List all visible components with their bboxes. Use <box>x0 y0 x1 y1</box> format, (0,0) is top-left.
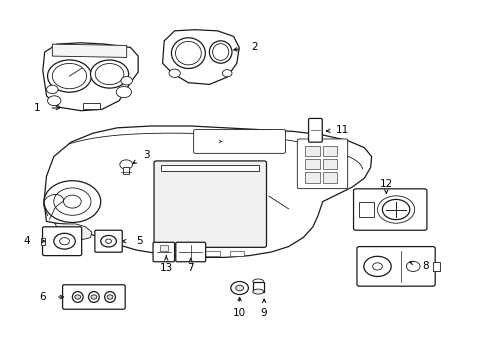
Circle shape <box>63 195 81 208</box>
Bar <box>229 251 244 256</box>
FancyBboxPatch shape <box>356 247 434 286</box>
Bar <box>160 245 167 251</box>
Text: 8: 8 <box>421 261 428 271</box>
Ellipse shape <box>72 292 83 302</box>
Ellipse shape <box>212 44 228 60</box>
Circle shape <box>363 256 390 276</box>
FancyBboxPatch shape <box>62 285 125 309</box>
FancyBboxPatch shape <box>353 189 426 230</box>
Bar <box>322 172 337 183</box>
Text: 9: 9 <box>260 308 267 318</box>
Text: 10: 10 <box>233 308 245 318</box>
Text: 2: 2 <box>250 42 257 52</box>
Circle shape <box>47 96 61 105</box>
Ellipse shape <box>209 41 231 63</box>
Bar <box>322 159 337 169</box>
Text: 11: 11 <box>335 125 348 135</box>
Circle shape <box>235 285 243 291</box>
Bar <box>305 159 319 169</box>
Ellipse shape <box>252 279 263 284</box>
Circle shape <box>54 188 91 215</box>
PathPatch shape <box>162 30 239 84</box>
Circle shape <box>91 295 97 299</box>
Text: 6: 6 <box>40 292 46 302</box>
Bar <box>41 238 45 245</box>
FancyBboxPatch shape <box>297 139 347 189</box>
PathPatch shape <box>55 223 92 239</box>
PathPatch shape <box>43 43 138 111</box>
FancyBboxPatch shape <box>42 227 81 256</box>
Circle shape <box>101 235 116 247</box>
Circle shape <box>372 263 382 270</box>
Bar <box>358 202 373 217</box>
Text: 3: 3 <box>143 150 150 160</box>
Circle shape <box>75 295 81 299</box>
Circle shape <box>52 63 86 89</box>
Text: 13: 13 <box>159 263 173 273</box>
Circle shape <box>105 239 111 243</box>
Circle shape <box>90 60 128 88</box>
Text: 7: 7 <box>187 263 194 273</box>
Text: 1: 1 <box>33 103 40 113</box>
FancyBboxPatch shape <box>95 230 122 252</box>
FancyBboxPatch shape <box>153 242 174 262</box>
PathPatch shape <box>44 126 371 257</box>
FancyBboxPatch shape <box>193 130 285 153</box>
Text: 12: 12 <box>379 179 392 189</box>
Ellipse shape <box>175 41 201 65</box>
Ellipse shape <box>104 292 115 302</box>
Bar <box>205 251 220 256</box>
Bar <box>432 262 439 271</box>
Text: 5: 5 <box>136 236 142 246</box>
Circle shape <box>95 63 123 85</box>
Circle shape <box>44 181 101 222</box>
FancyBboxPatch shape <box>154 161 266 247</box>
Circle shape <box>222 69 231 77</box>
Bar <box>305 146 319 156</box>
Circle shape <box>116 86 131 98</box>
Ellipse shape <box>252 289 263 294</box>
FancyBboxPatch shape <box>308 118 322 142</box>
Bar <box>252 282 263 292</box>
Bar <box>161 165 259 171</box>
FancyBboxPatch shape <box>176 242 205 262</box>
Circle shape <box>121 77 132 85</box>
Ellipse shape <box>171 38 205 68</box>
Text: 4: 4 <box>23 236 30 246</box>
Circle shape <box>60 238 69 245</box>
PathPatch shape <box>52 44 126 57</box>
Circle shape <box>47 60 91 92</box>
Circle shape <box>107 295 113 299</box>
Circle shape <box>54 233 75 249</box>
Bar <box>305 172 319 183</box>
Bar <box>82 103 100 109</box>
Bar <box>123 167 129 174</box>
Circle shape <box>169 69 180 77</box>
PathPatch shape <box>120 160 132 169</box>
Circle shape <box>406 261 419 271</box>
Circle shape <box>230 282 248 294</box>
Circle shape <box>382 199 409 220</box>
Bar <box>322 146 337 156</box>
Ellipse shape <box>88 292 99 302</box>
Circle shape <box>46 85 58 94</box>
Bar <box>181 251 195 256</box>
